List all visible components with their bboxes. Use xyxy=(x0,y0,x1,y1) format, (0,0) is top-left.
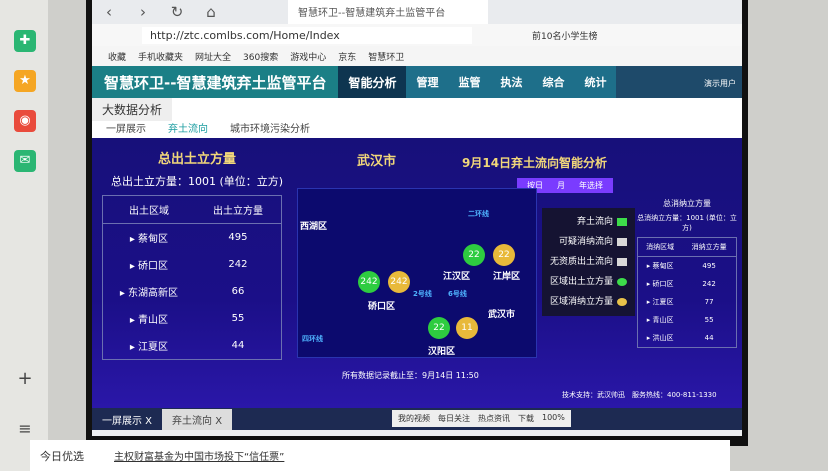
district-label: 武汉市 xyxy=(488,310,516,320)
news-headline[interactable]: 主权财富基金为中国市场投下“信任票” xyxy=(114,452,285,463)
tech-support: 技术支持：武汉帅迅 xyxy=(562,391,625,399)
table-row[interactable]: ▸ 青山区 55 xyxy=(646,316,714,324)
road-label: 二环线 xyxy=(468,210,489,218)
bookmark[interactable]: 手机收藏夹 xyxy=(138,52,184,63)
menu-general[interactable]: 综合 xyxy=(542,76,565,89)
legend-item[interactable]: 区域消纳立方量 xyxy=(550,292,628,312)
address-bar[interactable]: http://ztc.comlbs.com/Home/Index xyxy=(142,26,472,44)
zoom-level[interactable]: 100% xyxy=(542,413,565,422)
bubble-absorb[interactable]: 11 xyxy=(456,317,478,339)
status-bar: 我的视频 每日关注 热点资讯 下载 100% xyxy=(392,410,571,427)
subtab-pollution[interactable]: 城市环境污染分析 xyxy=(230,124,310,135)
today-picks[interactable]: 今日优选 xyxy=(40,449,84,463)
dashboard: 总出土立方量 总出土立方量：1001 (单位：立方) 出土区域 出土立方量 ▸ 蔡… xyxy=(92,138,742,408)
district-label: 西湖区 xyxy=(300,222,328,232)
home-icon[interactable]: ⌂ xyxy=(206,3,216,21)
bookmark[interactable]: 360搜索 xyxy=(243,52,279,63)
left-heading: 总出土立方量 xyxy=(157,152,236,167)
back-icon[interactable]: ‹ xyxy=(106,3,112,21)
bubble-absorb[interactable]: 22 xyxy=(493,244,515,266)
menu-stats[interactable]: 统计 xyxy=(584,76,607,89)
bottom-tab-overview[interactable]: 一屏展示 X xyxy=(102,415,153,427)
road-label: 6号线 xyxy=(448,290,467,298)
my-video[interactable]: 我的视频 xyxy=(398,414,430,423)
city-title: 武汉市 xyxy=(357,154,397,169)
right-summary: 总消纳立方量：1001 (单位：立方) xyxy=(637,214,737,232)
table-row[interactable]: ▸ 江夏区 77 xyxy=(646,298,714,306)
menu-icon[interactable]: ≡ xyxy=(18,419,32,438)
map-legend: 弃土流向 可疑消纳流向 无资质出土流向 区域出土立方量 区域消纳立方量 xyxy=(542,208,636,316)
user-menu[interactable]: 演示用户 xyxy=(616,66,742,98)
road-label: 四环线 xyxy=(302,335,323,343)
table-row[interactable]: ▸ 硚口区 242 xyxy=(129,259,248,272)
bubble-export[interactable]: 22 xyxy=(428,317,450,339)
col-header: 出土立方量 xyxy=(194,195,282,224)
download[interactable]: 下载 xyxy=(518,414,534,423)
district-label: 江岸区 xyxy=(493,272,521,282)
district-label: 江汉区 xyxy=(443,272,471,282)
hotline: 服务热线：400-811-1330 xyxy=(632,391,717,399)
daily-focus[interactable]: 每日关注 xyxy=(438,414,470,423)
section-title: 大数据分析 xyxy=(92,97,173,121)
legend-item[interactable]: 弃土流向 xyxy=(550,212,628,232)
star-icon[interactable]: ★ xyxy=(14,70,36,92)
app-title: 智慧环卫--智慧建筑弃土监管平台 xyxy=(104,74,327,92)
reload-icon[interactable]: ↻ xyxy=(170,3,184,21)
bottom-tab-flow[interactable]: 弃土流向 X xyxy=(162,408,233,430)
bubble-export[interactable]: 242 xyxy=(358,271,380,293)
menu-manage[interactable]: 管理 xyxy=(416,76,439,89)
bookmark[interactable]: 智慧环卫 xyxy=(368,52,405,63)
range-month[interactable]: 月 xyxy=(557,181,565,190)
bookmark[interactable]: 网址大全 xyxy=(195,52,232,63)
road-label: 2号线 xyxy=(413,290,432,298)
legend-item[interactable]: 区域出土立方量 xyxy=(550,272,628,292)
weibo-icon[interactable]: ◉ xyxy=(14,110,36,132)
bubble-absorb[interactable]: 242 xyxy=(388,271,410,293)
add-icon[interactable]: + xyxy=(17,368,33,389)
col-header: 消纳区域 xyxy=(637,237,683,257)
absorb-table: 消纳区域 消纳立方量 ▸ 蔡甸区 495 ▸ 硚口区 242 ▸ 江夏区 77 ▸ 青山… xyxy=(637,237,737,348)
table-row[interactable]: ▸ 东湖高新区 66 xyxy=(119,286,245,299)
bookmark[interactable]: 京东 xyxy=(338,52,357,63)
col-header: 出土区域 xyxy=(102,195,195,224)
range-year[interactable]: 年选择 xyxy=(579,181,603,190)
news-bar: 今日优选 主权财富基金为中国市场投下“信任票” xyxy=(30,440,730,471)
table-row[interactable]: ▸ 蔡甸区 495 xyxy=(129,232,248,245)
bookmark[interactable]: 游戏中心 xyxy=(290,52,327,63)
hot-news[interactable]: 热点资讯 xyxy=(478,414,510,423)
table-row[interactable]: ▸ 江夏区 44 xyxy=(129,340,245,353)
browser-tab[interactable]: 智慧环卫--智慧建筑弃土监管平台 xyxy=(288,0,488,24)
menu-enforce[interactable]: 执法 xyxy=(500,76,523,89)
app-icon[interactable]: ✚ xyxy=(14,30,36,52)
col-header: 消纳立方量 xyxy=(682,237,737,257)
legend-item[interactable]: 可疑消纳流向 xyxy=(550,232,628,252)
district-label: 汉阳区 xyxy=(428,347,456,357)
table-row[interactable]: ▸ 青山区 55 xyxy=(129,313,245,326)
search-box[interactable]: 前10名小学生榜 xyxy=(532,31,598,42)
forward-icon[interactable]: › xyxy=(140,3,146,21)
map[interactable]: 西湖区 硚口区 江汉区 江岸区 汉阳区 武汉市 二环线 2号线 6号线 四环线 … xyxy=(297,188,537,358)
browser-window: ‹ › ↻ ⌂ 智慧环卫--智慧建筑弃土监管平台 http://ztc.coml… xyxy=(92,0,742,436)
analysis-title: 9月14日弃土流向智能分析 xyxy=(462,156,608,170)
subtab-overview[interactable]: 一屏展示 xyxy=(106,124,146,135)
table-row[interactable]: ▸ 硚口区 242 xyxy=(646,280,716,288)
district-label: 硚口区 xyxy=(368,302,396,312)
left-summary: 总出土立方量：1001 (单位：立方) xyxy=(110,175,284,188)
menu-smart-analysis[interactable]: 智能分析 xyxy=(338,66,407,98)
export-table: 出土区域 出土立方量 ▸ 蔡甸区 495 ▸ 硚口区 242 ▸ 东湖高新区 66 ▸ … xyxy=(102,195,282,360)
table-row[interactable]: ▸ 蔡甸区 495 xyxy=(646,262,716,270)
right-heading: 总消纳立方量 xyxy=(663,199,711,208)
range-day[interactable]: 按日 xyxy=(527,181,543,190)
data-cutoff-note: 所有数据记录截止至：9月14日 11:50 xyxy=(342,371,479,380)
menu-supervise[interactable]: 监管 xyxy=(458,76,481,89)
bookmark[interactable]: 收藏 xyxy=(108,52,127,63)
bubble-export[interactable]: 22 xyxy=(463,244,485,266)
table-row[interactable]: ▸ 洪山区 44 xyxy=(646,334,714,342)
subtab-flow[interactable]: 弃土流向 xyxy=(168,124,208,135)
mail-icon[interactable]: ✉ xyxy=(14,150,36,172)
legend-item[interactable]: 无资质出土流向 xyxy=(550,252,628,272)
